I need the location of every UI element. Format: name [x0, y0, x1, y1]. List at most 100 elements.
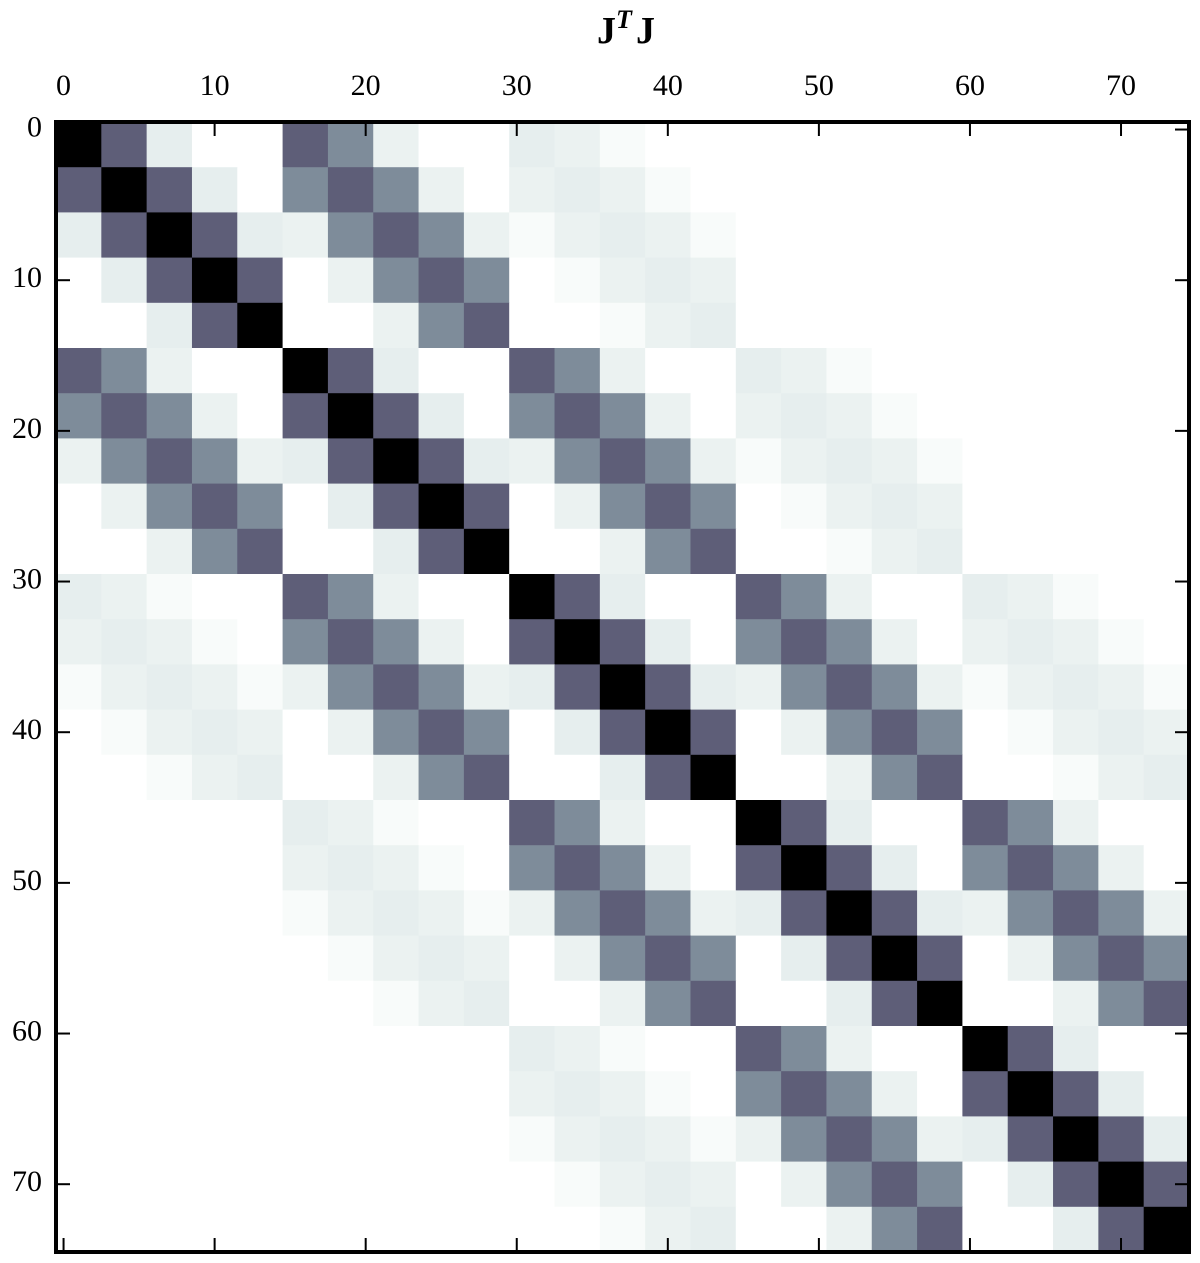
cell [418, 890, 465, 937]
cell [1098, 1161, 1145, 1208]
cell [1007, 393, 1054, 439]
cell [191, 935, 238, 982]
cell [146, 890, 193, 937]
cell [327, 1116, 374, 1163]
cell [146, 619, 193, 665]
cell [554, 212, 601, 259]
cell [871, 980, 918, 1027]
cell [237, 1026, 284, 1072]
cell [826, 709, 873, 756]
cell [463, 167, 510, 213]
cell [1007, 212, 1054, 259]
y-tick-label: 60 [12, 1014, 42, 1047]
title-superscript: T [616, 5, 633, 34]
cell [1007, 664, 1054, 711]
cell [418, 167, 465, 213]
cell [509, 845, 556, 891]
cell [917, 528, 963, 575]
cell [191, 754, 238, 801]
cell [690, 754, 737, 801]
cell [554, 845, 601, 891]
cell [599, 754, 646, 801]
cell [237, 1071, 284, 1117]
cell [962, 845, 1009, 891]
cell [282, 890, 329, 937]
cell [101, 122, 148, 168]
cell [509, 1161, 556, 1208]
cell [282, 1026, 329, 1072]
cell [56, 845, 102, 891]
cell [645, 1116, 691, 1163]
cell [871, 1026, 918, 1072]
cell [871, 483, 918, 530]
y-tick-label: 20 [12, 412, 42, 445]
cell [1098, 1116, 1145, 1163]
cell [327, 1206, 374, 1253]
cell [101, 890, 148, 937]
cell [735, 754, 782, 801]
cell [56, 1116, 102, 1163]
cell [56, 800, 102, 846]
plot-frame [54, 120, 1191, 1254]
cell [826, 1161, 873, 1208]
cell [1007, 257, 1054, 304]
cell [554, 1116, 601, 1163]
cell [282, 1206, 329, 1253]
cell [917, 438, 963, 485]
cell [871, 167, 918, 213]
cell [871, 890, 918, 937]
cell [735, 302, 782, 349]
cell [282, 257, 329, 304]
cell [146, 257, 193, 304]
cell [509, 302, 556, 349]
cell [917, 980, 963, 1027]
cell [917, 257, 963, 304]
cell [327, 348, 374, 394]
cell [373, 890, 420, 937]
cell [418, 1161, 465, 1208]
cell [237, 845, 284, 891]
cell [282, 393, 329, 439]
cell [781, 1161, 827, 1208]
cell [962, 167, 1009, 213]
cell [191, 348, 238, 394]
cell [735, 167, 782, 213]
cell [645, 800, 691, 846]
cell [599, 935, 646, 982]
cell [418, 800, 465, 846]
cell [237, 348, 284, 394]
cell [1053, 574, 1099, 620]
cell [146, 438, 193, 485]
cell [191, 1161, 238, 1208]
cell [735, 1071, 782, 1117]
cell [554, 528, 601, 575]
cell [871, 754, 918, 801]
cell [146, 1026, 193, 1072]
cell [1007, 754, 1054, 801]
cell [735, 257, 782, 304]
cell [599, 709, 646, 756]
cell [282, 1071, 329, 1117]
cell [735, 619, 782, 665]
cell [146, 800, 193, 846]
cell [237, 890, 284, 937]
cell [962, 980, 1009, 1027]
cell [826, 754, 873, 801]
cell [781, 302, 827, 349]
cell [962, 393, 1009, 439]
cell [781, 574, 827, 620]
cell [191, 1026, 238, 1072]
cell [191, 528, 238, 575]
cell [237, 1206, 284, 1253]
cell [463, 212, 510, 259]
cell [373, 664, 420, 711]
cell [645, 754, 691, 801]
cell [690, 800, 737, 846]
cell [237, 664, 284, 711]
cell [1143, 348, 1190, 394]
cell [237, 302, 284, 349]
title-base: J [597, 10, 616, 52]
cell [554, 167, 601, 213]
cell [327, 890, 374, 937]
